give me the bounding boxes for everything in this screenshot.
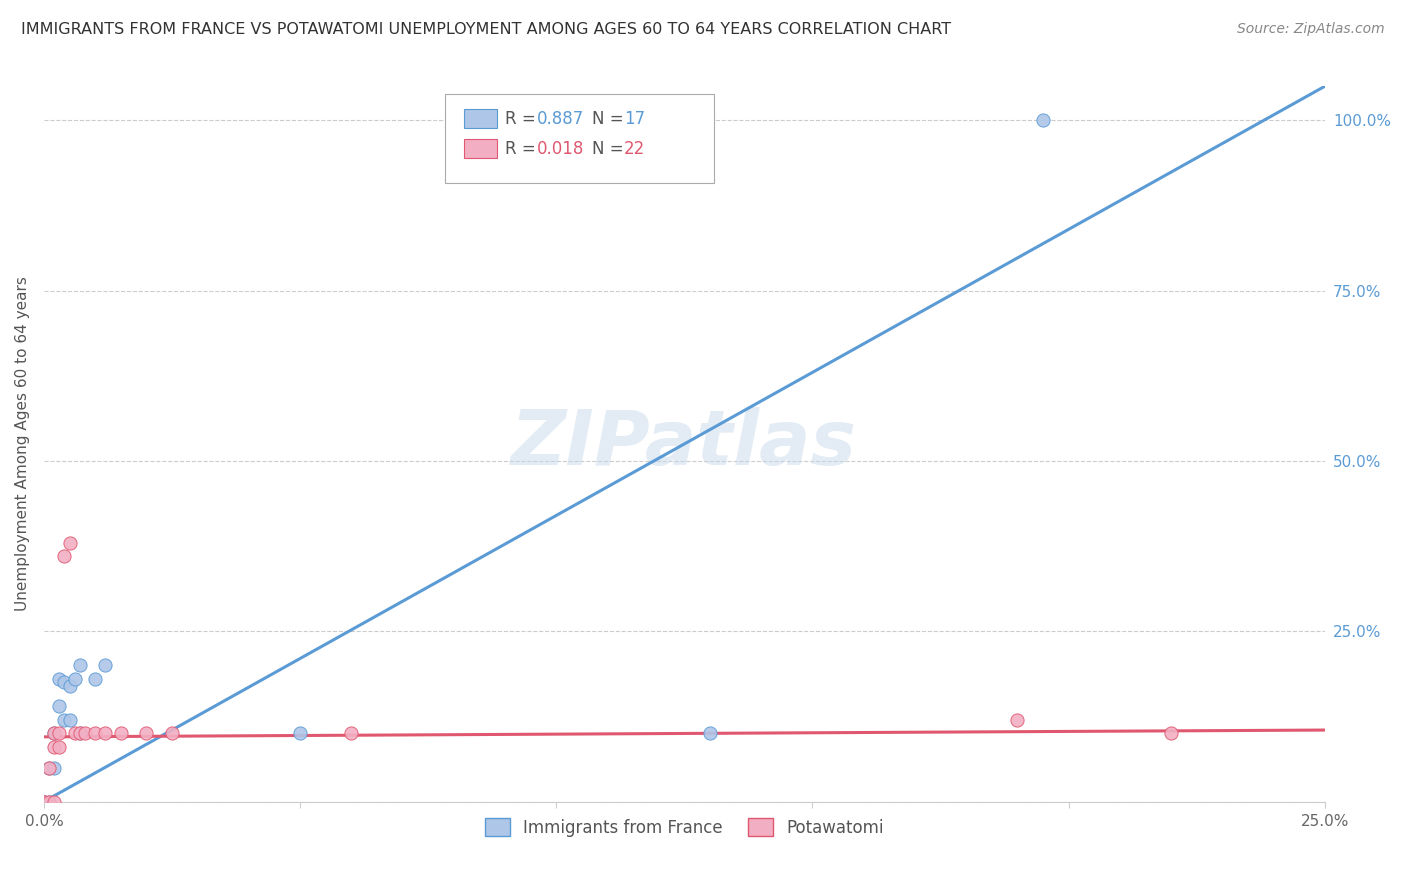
Point (58, 679, 80, 693)
Point (38, 795, 60, 809)
Point (1160, 726, 1182, 740)
Point (38, 760, 60, 774)
Point (48, 740, 70, 755)
Text: 22: 22 (624, 139, 645, 158)
Point (84, 726, 107, 740)
FancyBboxPatch shape (464, 109, 498, 128)
Y-axis label: Unemployment Among Ages 60 to 64 years: Unemployment Among Ages 60 to 64 years (15, 277, 30, 611)
Text: Source: ZipAtlas.com: Source: ZipAtlas.com (1237, 22, 1385, 37)
Point (94, 726, 117, 740)
Point (84, 672, 107, 686)
Text: ZIPatlas: ZIPatlas (512, 407, 858, 481)
Point (69, 658, 91, 673)
Point (48, 672, 70, 686)
Point (44, 740, 66, 755)
Point (44, 726, 66, 740)
Point (1007, 713, 1029, 727)
Point (58, 535, 80, 549)
Point (44, 795, 66, 809)
Point (53, 675, 76, 690)
Text: IMMIGRANTS FROM FRANCE VS POTAWATOMI UNEMPLOYMENT AMONG AGES 60 TO 64 YEARS CORR: IMMIGRANTS FROM FRANCE VS POTAWATOMI UNE… (21, 22, 952, 37)
FancyBboxPatch shape (444, 94, 714, 183)
Point (32, 795, 55, 809)
Point (63, 672, 86, 686)
Point (69, 726, 91, 740)
Point (160, 726, 183, 740)
Point (1032, 113, 1054, 128)
Point (48, 699, 70, 714)
Text: 17: 17 (624, 110, 645, 128)
Point (38, 760, 60, 774)
Point (110, 726, 132, 740)
Point (48, 726, 70, 740)
Legend: Immigrants from France, Potawatomi: Immigrants from France, Potawatomi (478, 812, 890, 843)
Text: 0.887: 0.887 (537, 110, 585, 128)
Point (44, 726, 66, 740)
Point (32, 795, 55, 809)
Point (53, 713, 76, 727)
Point (73, 726, 96, 740)
FancyBboxPatch shape (464, 139, 498, 158)
Text: 0.018: 0.018 (537, 139, 585, 158)
Point (340, 726, 363, 740)
Text: N =: N = (592, 110, 628, 128)
Point (32, 795, 55, 809)
Point (699, 726, 721, 740)
Point (69, 726, 91, 740)
Point (53, 549, 76, 564)
Text: R =: R = (505, 139, 541, 158)
Point (63, 726, 86, 740)
Point (58, 713, 80, 727)
Point (94, 658, 117, 673)
Text: N =: N = (592, 139, 628, 158)
Point (38, 795, 60, 809)
Text: R =: R = (505, 110, 541, 128)
Point (135, 726, 157, 740)
Point (44, 760, 66, 774)
Point (288, 726, 311, 740)
